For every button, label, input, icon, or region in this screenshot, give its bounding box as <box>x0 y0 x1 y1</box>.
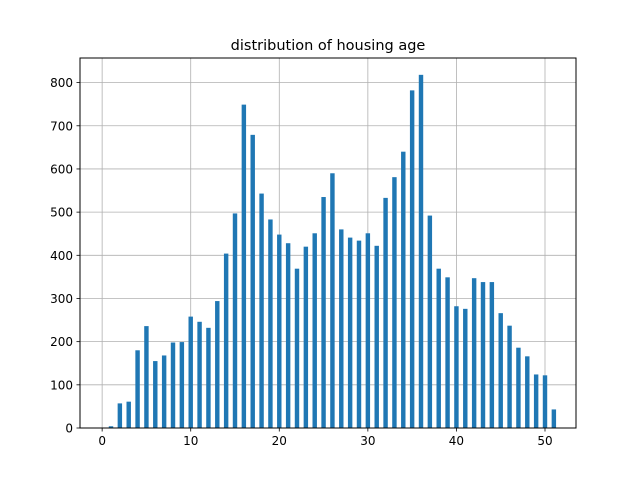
histogram-bar <box>108 426 114 428</box>
histogram-bar <box>153 361 158 428</box>
y-tick-label: 300 <box>50 292 73 306</box>
histogram-bar <box>533 374 539 428</box>
histogram-bar <box>277 234 282 428</box>
histogram-bar <box>471 278 477 428</box>
histogram-bar <box>223 253 229 428</box>
x-tick-label: 40 <box>449 434 464 448</box>
x-tick-label: 50 <box>537 434 552 448</box>
histogram-bar <box>418 74 424 429</box>
y-tick-label: 600 <box>50 162 73 176</box>
histogram-bar <box>294 268 300 428</box>
histogram-bar <box>135 350 140 428</box>
histogram-bar <box>392 177 397 428</box>
y-tick-label: 700 <box>50 119 73 133</box>
histogram-bar <box>250 134 255 428</box>
histogram-bar <box>232 213 238 428</box>
x-tick-label: 30 <box>360 434 375 448</box>
histogram-bar <box>303 246 309 428</box>
histogram-bar <box>215 301 220 428</box>
histogram-bar <box>126 401 131 428</box>
histogram-bar <box>516 347 521 428</box>
y-tick-label: 200 <box>50 335 73 349</box>
histogram-bar <box>347 237 353 428</box>
bars <box>108 74 557 429</box>
histogram-bar <box>551 409 557 428</box>
y-tick-label: 800 <box>50 76 73 90</box>
histogram-bar <box>241 104 247 428</box>
histogram-bar <box>356 240 362 428</box>
histogram-bar <box>525 356 530 428</box>
histogram-bar <box>374 245 379 428</box>
histogram-bar <box>206 327 211 428</box>
histogram-bar <box>170 342 176 428</box>
y-tick-label: 500 <box>50 206 73 220</box>
y-axis: 0 100 200 300 400 500 600 700 800 <box>50 76 80 436</box>
histogram-bar <box>179 342 185 428</box>
histogram-bar <box>197 321 202 428</box>
histogram-bar <box>285 243 291 428</box>
gridlines <box>80 58 576 429</box>
histogram-bar <box>463 308 468 428</box>
histogram-bar <box>489 282 495 428</box>
x-tick-label: 20 <box>272 434 287 448</box>
histogram-bar <box>498 313 503 428</box>
histogram-bar <box>330 173 335 428</box>
histogram-bar <box>188 316 193 428</box>
plot-frame <box>79 57 577 429</box>
histogram-bar <box>259 193 264 428</box>
histogram-bar <box>268 219 273 428</box>
histogram-bar <box>507 325 512 428</box>
histogram-bar <box>401 151 406 428</box>
y-tick-label: 400 <box>50 249 73 263</box>
histogram-bar <box>144 326 149 428</box>
y-tick-label: 100 <box>50 378 73 392</box>
histogram-bar <box>365 233 371 428</box>
histogram-bar <box>383 197 388 428</box>
x-tick-label: 10 <box>183 434 198 448</box>
histogram-bar <box>436 268 441 428</box>
x-axis: 0 10 20 30 40 50 <box>98 428 553 448</box>
histogram-bar <box>427 215 433 428</box>
histogram-bar <box>117 403 123 428</box>
histogram-bar <box>480 282 486 428</box>
histogram-bar <box>542 375 548 428</box>
y-tick-label: 0 <box>65 422 73 436</box>
histogram-bar <box>161 355 167 428</box>
histogram-bar <box>409 90 415 428</box>
histogram-bar <box>445 277 450 428</box>
x-tick-label: 0 <box>98 434 106 448</box>
histogram-bar <box>312 233 317 428</box>
histogram-bar <box>339 229 344 428</box>
histogram-bar <box>321 197 326 428</box>
histogram-bar <box>454 306 459 428</box>
chart-title: distribution of housing age <box>231 38 426 54</box>
